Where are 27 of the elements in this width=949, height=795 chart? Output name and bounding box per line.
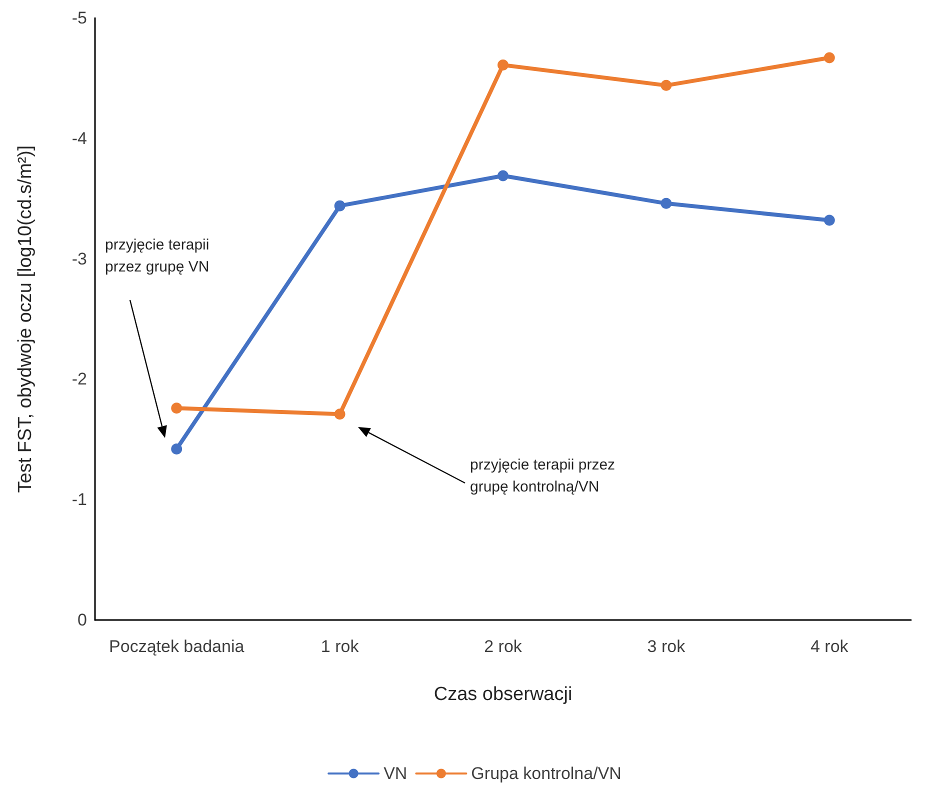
x-tick-label: 1 rok <box>320 637 360 656</box>
point <box>334 408 346 420</box>
x-tick-label: Początek badania <box>109 637 245 656</box>
x-tick-label: 3 rok <box>647 637 686 656</box>
point <box>660 198 672 209</box>
point <box>498 59 508 70</box>
y-tick-label: -4 <box>72 128 87 148</box>
point <box>334 200 346 212</box>
x-tick-label: 4 rok <box>810 637 849 656</box>
y-tick-label: -5 <box>72 8 87 28</box>
y-tick-label: -1 <box>72 490 87 510</box>
y-tick-label: 0 <box>78 610 87 630</box>
legend-label: VN <box>384 764 408 783</box>
annotation: przyjęcie terapii przez grupę kontrolną/VN <box>470 456 616 496</box>
y-tick-label: -2 <box>72 370 87 389</box>
point <box>824 52 835 64</box>
point <box>171 402 182 414</box>
point <box>824 214 835 226</box>
point <box>498 170 508 182</box>
y-axis-title: Test FST, obydwoje oczu [log10(cd.s/m²)] <box>15 145 36 493</box>
point <box>171 444 182 455</box>
point <box>660 80 672 91</box>
y-tick-label: -3 <box>72 249 87 268</box>
legend-label: Grupa kontrolna/VN <box>471 764 622 783</box>
x-tick-label: 2 rok <box>484 637 522 656</box>
annotation: przyjęcie terapii przez grupę VN <box>105 236 210 276</box>
x-axis-title: Czas obserwacji <box>434 684 572 705</box>
